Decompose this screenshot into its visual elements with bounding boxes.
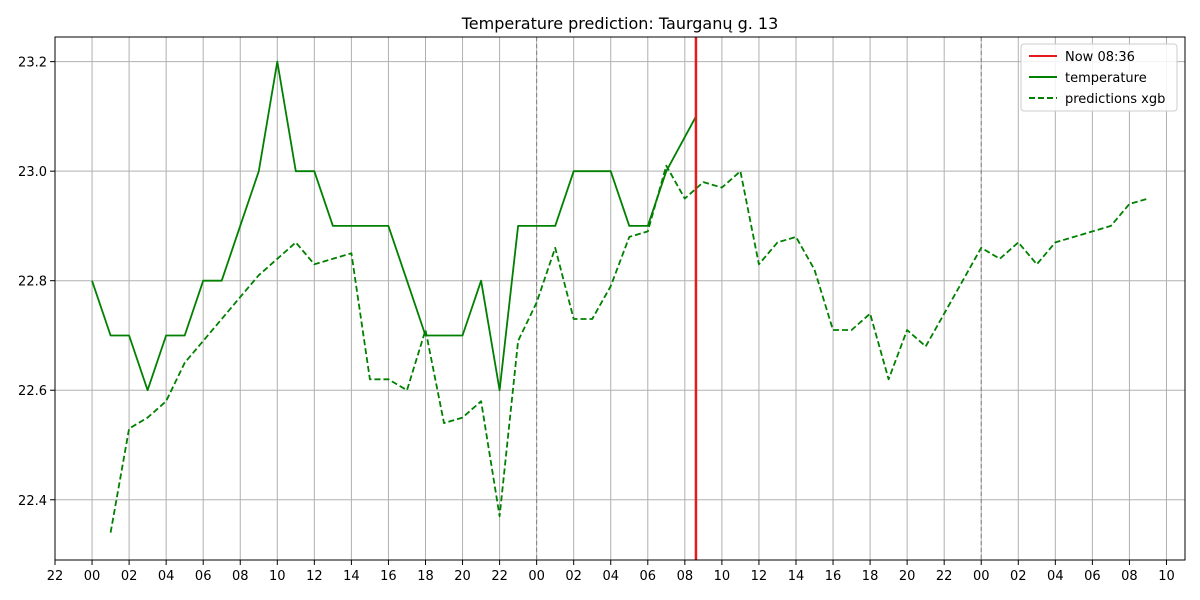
y-tick-label: 23.0 <box>18 165 47 180</box>
series-line-predictions-xgb <box>109 164 1149 533</box>
x-tick-label: 06 <box>195 569 212 584</box>
x-tick-label: 12 <box>306 569 323 584</box>
x-tick-label: 18 <box>417 569 434 584</box>
series-layer <box>91 60 1149 533</box>
legend-box <box>1020 43 1178 112</box>
x-tick-label: 22 <box>47 569 64 584</box>
x-tick-label: 02 <box>1010 569 1027 584</box>
legend-predictions-label: predictions xgb <box>1065 92 1165 107</box>
x-tick-label: 16 <box>380 569 397 584</box>
legend: Now 08:36 temperature predictions xgb <box>1020 43 1178 112</box>
x-tick-label: 00 <box>84 569 101 584</box>
y-tick-label: 22.6 <box>18 384 47 399</box>
plot-frame <box>54 36 1186 561</box>
x-tick-label: 02 <box>121 569 138 584</box>
x-tick-label: 08 <box>677 569 694 584</box>
x-tick-label: 04 <box>158 569 175 584</box>
x-tick-label: 14 <box>343 569 360 584</box>
x-tick-label: 04 <box>1047 569 1064 584</box>
x-tick-label: 10 <box>1158 569 1175 584</box>
axis-ticks: 22 00 02 04 06 08 10 12 14 16 18 20 22 00 02 04 06 08 10 12… <box>18 56 1175 584</box>
x-tick-label: 20 <box>454 569 471 584</box>
x-tick-label: 22 <box>491 569 508 584</box>
y-tick-label: 22.8 <box>18 275 47 290</box>
x-tick-label: 10 <box>714 569 731 584</box>
x-tick-label: 00 <box>528 569 545 584</box>
series-line-temperature <box>91 60 697 392</box>
x-tick-label: 06 <box>1084 569 1101 584</box>
x-tick-label: 22 <box>936 569 953 584</box>
x-tick-label: 12 <box>751 569 768 584</box>
x-tick-label: 08 <box>232 569 249 584</box>
x-tick-label: 10 <box>269 569 286 584</box>
x-tick-label: 02 <box>565 569 582 584</box>
y-tick-label: 23.2 <box>18 56 47 71</box>
legend-now-label: Now 08:36 <box>1065 50 1135 65</box>
x-tick-label: 16 <box>825 569 842 584</box>
x-tick-label: 06 <box>640 569 657 584</box>
x-tick-label: 00 <box>973 569 990 584</box>
x-tick-label: 20 <box>899 569 916 584</box>
legend-temperature-label: temperature <box>1065 71 1147 86</box>
x-tick-label: 18 <box>862 569 879 584</box>
x-tick-label: 14 <box>788 569 805 584</box>
grid <box>54 37 1185 560</box>
x-tick-label: 04 <box>602 569 619 584</box>
chart-title: Temperature prediction: Taurganų g. 13 <box>461 14 779 33</box>
day-boundaries <box>536 37 982 560</box>
y-tick-label: 22.4 <box>18 494 47 509</box>
x-tick-label: 08 <box>1121 569 1138 584</box>
